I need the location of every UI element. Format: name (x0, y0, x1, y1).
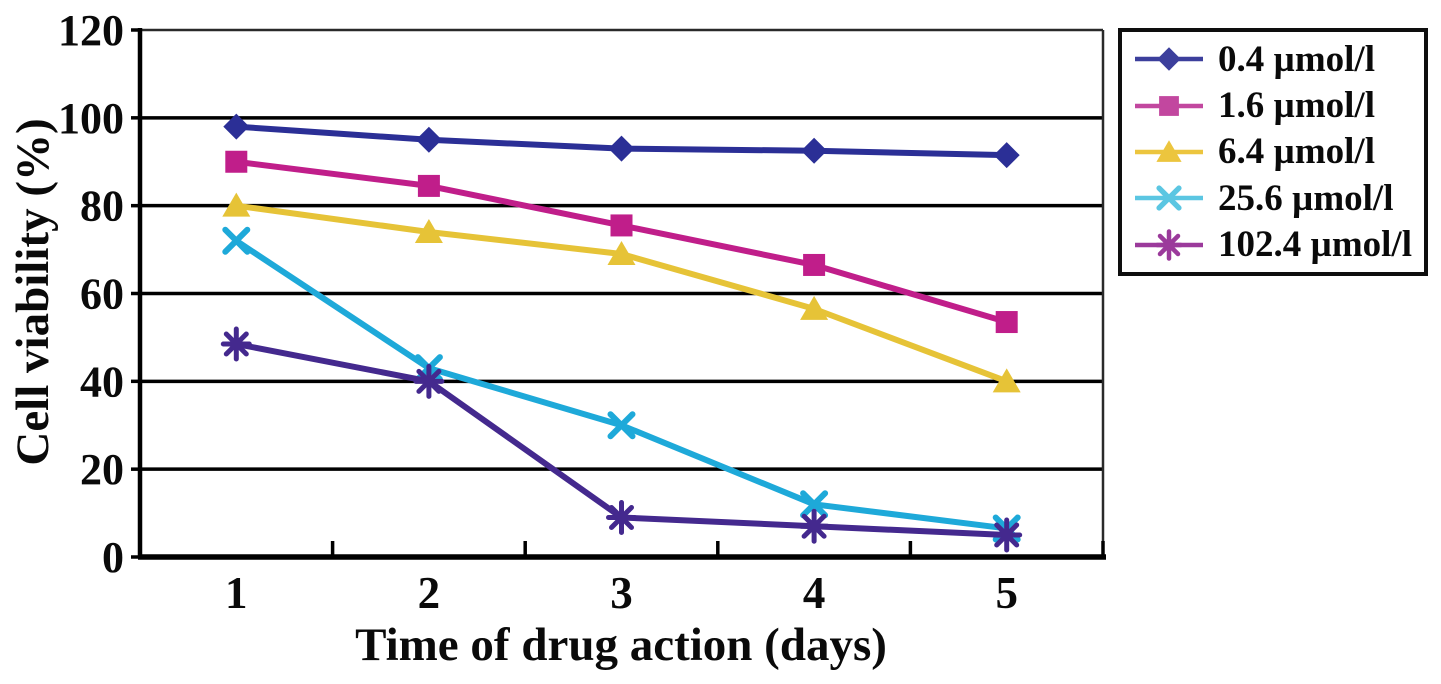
y-tick-label: 100 (58, 94, 124, 143)
legend-item: 0.4 µmol/l (1132, 37, 1420, 81)
legend-label: 102.4 µmol/l (1218, 224, 1412, 266)
asterisk-marker-icon (413, 363, 445, 399)
series-line (233, 237, 1010, 532)
triangle-marker-icon (222, 192, 251, 217)
legend-marker-icon (1135, 229, 1203, 261)
square-marker-icon (1159, 95, 1179, 116)
square-marker-icon (225, 150, 248, 173)
asterisk-marker-icon (1155, 229, 1183, 261)
x-axis-title: Time of drug action (days) (355, 619, 887, 671)
y-tick-label: 40 (80, 357, 124, 406)
asterisk-marker-icon (606, 499, 637, 535)
diamond-marker-icon (1157, 47, 1181, 71)
triangle-marker-icon (800, 295, 829, 320)
x-marker-icon (800, 490, 829, 519)
legend: 0.4 µmol/l 1.6 µmol/l 6.4 µmol/l 25.6 µm… (1118, 28, 1428, 276)
asterisk-marker-icon (220, 326, 252, 362)
legend-label: 25.6 µmol/l (1218, 177, 1394, 219)
y-tick-label: 80 (80, 182, 124, 231)
legend-item: 25.6 µmol/l (1132, 176, 1420, 220)
x-marker-icon (222, 226, 251, 255)
triangle-marker-icon (992, 368, 1021, 393)
square-marker-icon (610, 214, 633, 237)
y-tick-label: 0 (102, 533, 124, 582)
triangle-marker-icon (607, 240, 636, 265)
triangle-marker-icon (414, 219, 443, 244)
asterisk-marker-icon (991, 517, 1023, 553)
legend-marker-icon (1135, 47, 1203, 71)
asterisk-marker-icon (798, 508, 830, 544)
legend-item: 102.4 µmol/l (1132, 223, 1420, 267)
x-marker-icon (607, 411, 636, 440)
x-tick-label: 2 (418, 568, 441, 618)
x-tick-label: 5 (995, 568, 1018, 618)
diamond-marker-icon (415, 126, 442, 153)
diamond-marker-icon (801, 137, 828, 164)
y-tick-label: 60 (80, 270, 124, 319)
square-marker-icon (417, 174, 440, 197)
x-tick-label: 1 (225, 568, 248, 618)
legend-item: 1.6 µmol/l (1132, 84, 1420, 128)
legend-marker-icon (1135, 185, 1203, 211)
y-tick-label: 120 (58, 6, 124, 55)
y-tick-label: 20 (80, 445, 124, 494)
square-marker-icon (803, 253, 826, 276)
diamond-marker-icon (993, 142, 1020, 169)
x-marker-icon (1156, 185, 1182, 211)
legend-label: 1.6 µmol/l (1218, 85, 1375, 127)
diamond-marker-icon (608, 135, 635, 162)
legend-label: 0.4 µmol/l (1218, 38, 1375, 80)
x-tick-label: 3 (610, 568, 633, 618)
diamond-marker-icon (223, 113, 250, 140)
legend-label: 6.4 µmol/l (1218, 131, 1375, 173)
triangle-marker-icon (1156, 140, 1182, 162)
square-marker-icon (995, 311, 1018, 334)
x-tick-label: 4 (803, 568, 826, 618)
legend-marker-icon (1135, 95, 1203, 116)
legend-item: 6.4 µmol/l (1132, 130, 1420, 174)
legend-marker-icon (1135, 140, 1203, 162)
